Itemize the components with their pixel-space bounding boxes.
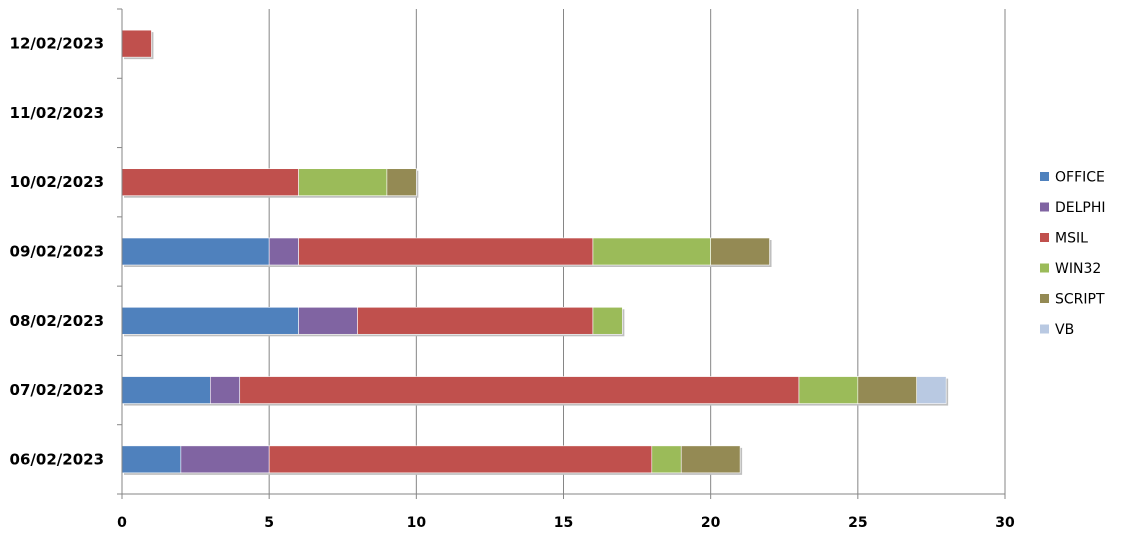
legend-swatch-delphi [1040,202,1049,212]
bar-segment-msil [239,376,800,404]
bar-segment-win32 [592,237,711,266]
x-tick-label: 15 [554,515,573,531]
bar-segment-office [121,306,299,335]
legend-swatch-win32 [1040,263,1049,273]
legend-label: OFFICE [1055,170,1105,186]
bar-segment-office [121,237,270,266]
legend-swatch-office [1040,172,1049,181]
bar-segment-script [680,445,741,474]
bar-segment-script [857,376,917,404]
category-label: 08/02/2023 [10,312,104,330]
bar-segment-delphi [298,306,358,335]
category-label: 12/02/2023 [10,35,104,53]
bar-segment-msil [268,445,653,474]
legend-swatch-msil [1040,233,1049,242]
bar-segment-msil [121,29,152,58]
category-label: 11/02/2023 [10,104,104,122]
legend: OFFICE DELPHI MSIL WIN32 SCRIPT VB [1040,170,1106,338]
bar-segment-win32 [651,445,682,474]
bar-segment-win32 [592,306,623,335]
legend-label: VB [1055,322,1074,338]
category-label: 06/02/2023 [10,450,104,468]
bar-segment-vb [916,376,947,404]
x-tick-label: 20 [701,515,721,531]
x-tick-label: 0 [117,515,127,531]
bar-segment-msil [357,306,594,335]
category-label: 09/02/2023 [10,243,104,261]
x-tick-labels: 0 5 10 15 20 25 30 [117,515,1015,531]
x-tick-label: 30 [995,515,1015,531]
category-label: 07/02/2023 [10,381,104,399]
x-tick-label: 25 [848,515,867,531]
bar-segment-office [121,445,182,474]
bar-segment-script [386,168,417,197]
bars [121,29,949,475]
category-label: 10/02/2023 [10,173,104,191]
axes [117,8,1006,499]
x-tick-label: 10 [407,515,427,531]
bar-segment-win32 [298,168,388,197]
legend-swatch-vb [1040,324,1049,334]
x-tick-label: 5 [264,515,274,531]
bar-segment-delphi [180,445,270,474]
legend-label: SCRIPT [1055,292,1105,308]
bar-segment-delphi [268,237,299,266]
bar-segment-msil [121,168,299,197]
category-labels: 06/02/2023 07/02/2023 08/02/2023 09/02/2023… [10,35,104,469]
bar-segment-msil [298,237,594,266]
bar-segment-win32 [798,376,859,404]
legend-label: DELPHI [1055,200,1106,216]
legend-label: MSIL [1055,231,1088,247]
bar-segment-delphi [210,376,241,404]
legend-label: WIN32 [1055,261,1101,277]
legend-swatch-script [1040,294,1049,303]
bar-segment-script [710,237,770,266]
bar-segment-office [121,376,211,404]
